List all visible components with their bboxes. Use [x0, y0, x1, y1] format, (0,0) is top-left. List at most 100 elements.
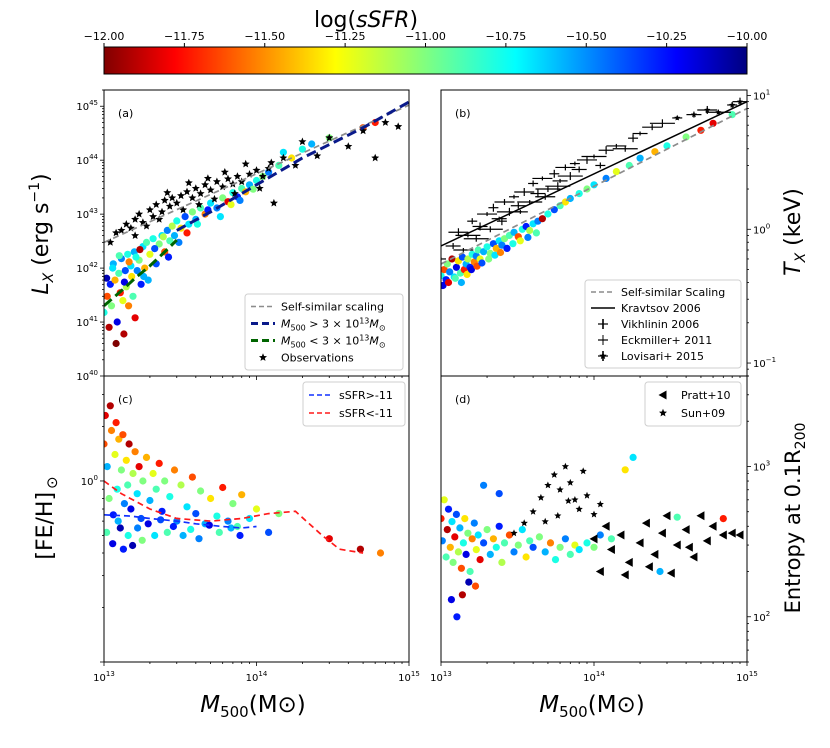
cluster-point [535, 533, 544, 541]
observation-star [203, 174, 212, 182]
cluster-point [144, 520, 152, 528]
observation-star [729, 101, 736, 108]
pratt-triangle [657, 528, 666, 538]
cluster-point [510, 548, 518, 556]
cluster-point [245, 514, 254, 523]
cluster-point [447, 596, 455, 604]
cluster-point [719, 515, 727, 523]
fit-line [104, 239, 178, 307]
colorbar-tick-label: −11.75 [164, 30, 205, 43]
observation-star [155, 215, 164, 223]
cluster-point [467, 266, 475, 274]
legend: sSFR>-11 sSFR<-11 [302, 381, 406, 427]
cluster-point [146, 496, 154, 505]
cluster-point [495, 490, 503, 498]
observation-star [165, 202, 174, 210]
cluster-point [509, 240, 517, 248]
cluster-point [236, 196, 244, 204]
cluster-point [505, 531, 513, 539]
cluster-point [441, 515, 445, 523]
cluster-point [125, 258, 133, 266]
cluster-point [149, 469, 157, 478]
x-tick-label: 1014 [583, 670, 605, 684]
sun-star [583, 491, 591, 499]
cluster-point [173, 217, 181, 225]
y-tick-label: 1040 [76, 369, 98, 383]
cluster-point [151, 245, 159, 253]
sun-star [541, 517, 549, 525]
cluster-point [541, 548, 549, 556]
fit-line [104, 104, 409, 244]
observation-star [210, 194, 219, 203]
observation-star [737, 98, 743, 105]
plot-area [104, 402, 385, 557]
cluster-point [114, 517, 122, 525]
x-tick-label: 1013 [93, 670, 115, 684]
cluster-point [138, 536, 146, 544]
cluster-point [522, 553, 530, 561]
pratt-triangle [735, 530, 744, 540]
cluster-point [158, 507, 166, 515]
observation-star [212, 177, 221, 186]
observation-star [172, 198, 181, 207]
cluster-point [120, 330, 128, 338]
observation-star [152, 200, 161, 208]
pratt-triangle [662, 511, 671, 521]
fit-line [176, 100, 409, 232]
cluster-point [128, 272, 136, 281]
cluster-point [673, 513, 681, 521]
panel-label: (c) [118, 393, 133, 406]
observation-star [112, 228, 121, 237]
cluster-point [187, 525, 195, 534]
cluster-point [452, 263, 460, 271]
legend-label: Vikhlinin 2006 [621, 318, 699, 331]
observation-star [163, 188, 172, 197]
cluster-point [448, 518, 456, 526]
panel-label: (a) [118, 107, 133, 120]
cluster-point [471, 582, 480, 590]
cluster-point [544, 210, 552, 218]
cluster-point [216, 213, 224, 221]
cluster-point [446, 268, 454, 276]
cluster-point [470, 519, 478, 527]
x-tick-label: 1015 [398, 670, 420, 684]
cluster-point [124, 250, 132, 258]
panel-d-ylabel: Entropy at 0.1R200 [781, 423, 809, 614]
cluster-point [129, 292, 137, 300]
cluster-point [451, 533, 459, 541]
cluster-point [170, 232, 179, 240]
legend-label: Kravtsov 2006 [621, 302, 701, 315]
panel-a-ylabel: LX (erg s−1) [27, 173, 57, 294]
cluster-point [161, 477, 169, 485]
cluster-point [227, 201, 235, 209]
cluster-point [454, 548, 462, 556]
cluster-point [112, 419, 120, 427]
cluster-point [140, 272, 148, 281]
observation-star [184, 178, 193, 187]
cluster-point [452, 510, 460, 518]
cluster-point [457, 564, 465, 572]
sun-star [510, 529, 518, 537]
cluster-point [636, 154, 644, 162]
colorbar-tick-label: −11.25 [325, 30, 366, 43]
cluster-point [146, 250, 154, 258]
x-tick-label: 1014 [246, 670, 268, 684]
cluster-point [129, 469, 137, 478]
cluster-point [461, 515, 469, 523]
cluster-point [556, 543, 564, 551]
panel-label: (b) [455, 107, 471, 120]
cluster-point [183, 503, 191, 511]
observation-star [206, 185, 215, 194]
observation-star [131, 231, 140, 239]
observation-star [196, 189, 205, 197]
plot-area [104, 100, 409, 348]
cluster-point [466, 567, 474, 576]
cluster-point [590, 543, 598, 551]
x-tick-label: 1015 [736, 670, 758, 684]
cluster-point [109, 540, 117, 548]
observation-star [291, 161, 300, 169]
observation-star [195, 200, 203, 208]
pratt-triangle [681, 525, 690, 535]
xlabel-right: M500(M⊙) [539, 692, 645, 721]
cluster-point [224, 517, 232, 525]
